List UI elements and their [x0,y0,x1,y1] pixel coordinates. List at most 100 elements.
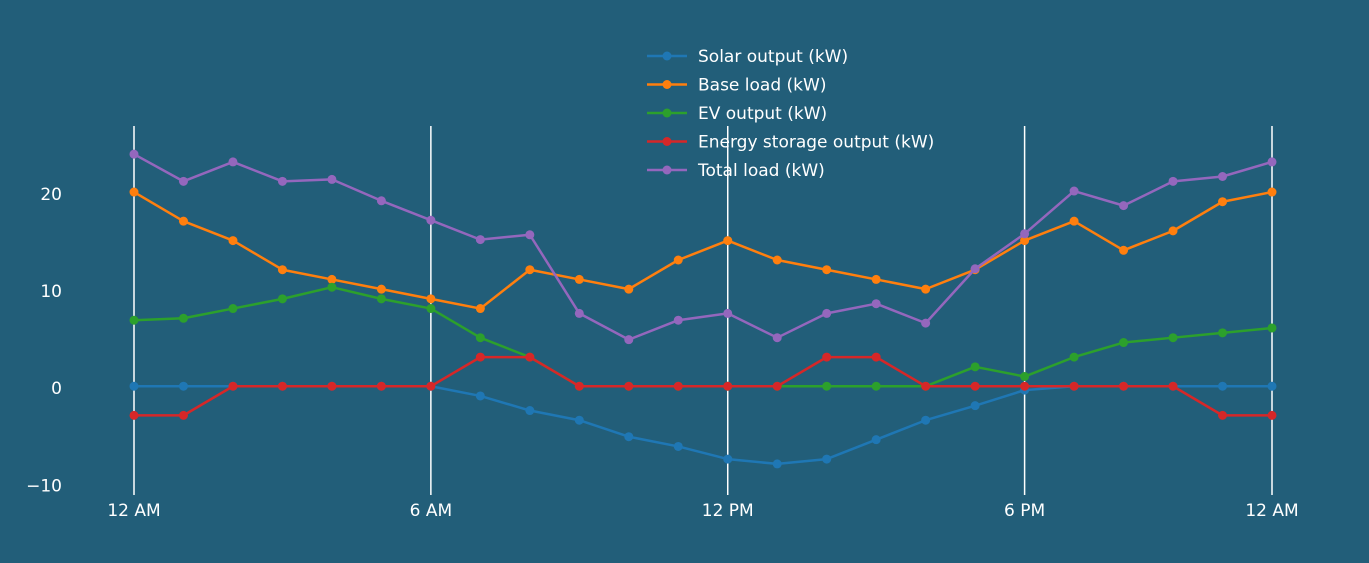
data-point[interactable] [475,391,485,401]
data-point[interactable] [772,459,782,469]
data-point[interactable] [475,333,485,343]
data-point[interactable] [1020,229,1030,239]
data-point[interactable] [574,415,584,425]
data-point[interactable] [1168,176,1178,186]
data-point[interactable] [921,415,931,425]
data-point[interactable] [129,381,139,391]
data-point[interactable] [228,236,238,246]
data-point[interactable] [1020,372,1030,382]
data-point[interactable] [871,381,881,391]
data-point[interactable] [1069,352,1079,362]
data-point[interactable] [228,157,238,167]
data-point[interactable] [1218,197,1228,207]
data-point[interactable] [673,441,683,451]
data-point[interactable] [129,149,139,159]
data-point[interactable] [871,299,881,309]
data-point[interactable] [228,381,238,391]
data-point[interactable] [970,362,980,372]
data-point[interactable] [822,381,832,391]
data-point[interactable] [871,435,881,445]
data-point[interactable] [1168,333,1178,343]
data-point[interactable] [574,308,584,318]
data-point[interactable] [129,187,139,197]
data-point[interactable] [921,284,931,294]
data-point[interactable] [822,308,832,318]
data-point[interactable] [1267,410,1277,420]
data-point[interactable] [178,381,188,391]
data-point[interactable] [525,352,535,362]
data-point[interactable] [327,381,337,391]
data-point[interactable] [723,381,733,391]
data-point[interactable] [525,265,535,275]
data-point[interactable] [1218,381,1228,391]
legend-item[interactable]: Base load (kW) [647,76,826,96]
data-point[interactable] [376,381,386,391]
data-point[interactable] [1069,381,1079,391]
data-point[interactable] [723,308,733,318]
legend-item[interactable]: EV output (kW) [647,104,827,124]
data-point[interactable] [129,315,139,325]
data-point[interactable] [1218,328,1228,338]
data-point[interactable] [1020,381,1030,391]
data-point[interactable] [475,235,485,245]
data-point[interactable] [970,264,980,274]
data-point[interactable] [871,352,881,362]
data-point[interactable] [822,352,832,362]
data-point[interactable] [772,381,782,391]
data-point[interactable] [574,274,584,284]
data-point[interactable] [921,318,931,328]
data-point[interactable] [624,381,634,391]
data-point[interactable] [970,381,980,391]
data-point[interactable] [277,294,287,304]
data-point[interactable] [772,333,782,343]
data-point[interactable] [624,335,634,345]
data-point[interactable] [1119,201,1129,211]
data-point[interactable] [1069,186,1079,196]
data-point[interactable] [327,274,337,284]
data-point[interactable] [525,406,535,416]
data-point[interactable] [1020,236,1030,246]
data-point[interactable] [921,381,931,391]
data-point[interactable] [277,265,287,275]
data-point[interactable] [1168,381,1178,391]
data-point[interactable] [1267,157,1277,167]
data-point[interactable] [1168,226,1178,236]
data-point[interactable] [1267,323,1277,333]
data-point[interactable] [426,381,436,391]
data-point[interactable] [277,176,287,186]
data-point[interactable] [1119,245,1129,255]
data-point[interactable] [228,304,238,314]
legend[interactable]: Solar output (kW) Base load (kW) EV output… [647,47,934,181]
legend-item[interactable]: Total load (kW) [647,161,825,181]
data-point[interactable] [1267,187,1277,197]
data-point[interactable] [1119,381,1129,391]
data-point[interactable] [673,255,683,265]
legend-item[interactable]: Energy storage output (kW) [647,133,934,153]
legend-item[interactable]: Solar output (kW) [647,47,848,67]
data-point[interactable] [376,284,386,294]
data-point[interactable] [327,174,337,184]
data-point[interactable] [277,381,287,391]
data-point[interactable] [673,381,683,391]
data-point[interactable] [178,313,188,323]
data-point[interactable] [327,282,337,292]
data-point[interactable] [1119,338,1129,348]
data-point[interactable] [475,352,485,362]
data-point[interactable] [376,294,386,304]
data-point[interactable] [426,294,436,304]
data-point[interactable] [871,274,881,284]
data-point[interactable] [1069,216,1079,226]
data-point[interactable] [624,284,634,294]
data-point[interactable] [772,255,782,265]
data-point[interactable] [178,176,188,186]
data-point[interactable] [970,401,980,411]
data-point[interactable] [178,410,188,420]
data-point[interactable] [574,381,584,391]
data-point[interactable] [426,215,436,225]
data-point[interactable] [426,304,436,314]
data-point[interactable] [723,236,733,246]
data-point[interactable] [178,216,188,226]
data-point[interactable] [673,315,683,325]
data-point[interactable] [525,230,535,240]
data-point[interactable] [624,432,634,442]
